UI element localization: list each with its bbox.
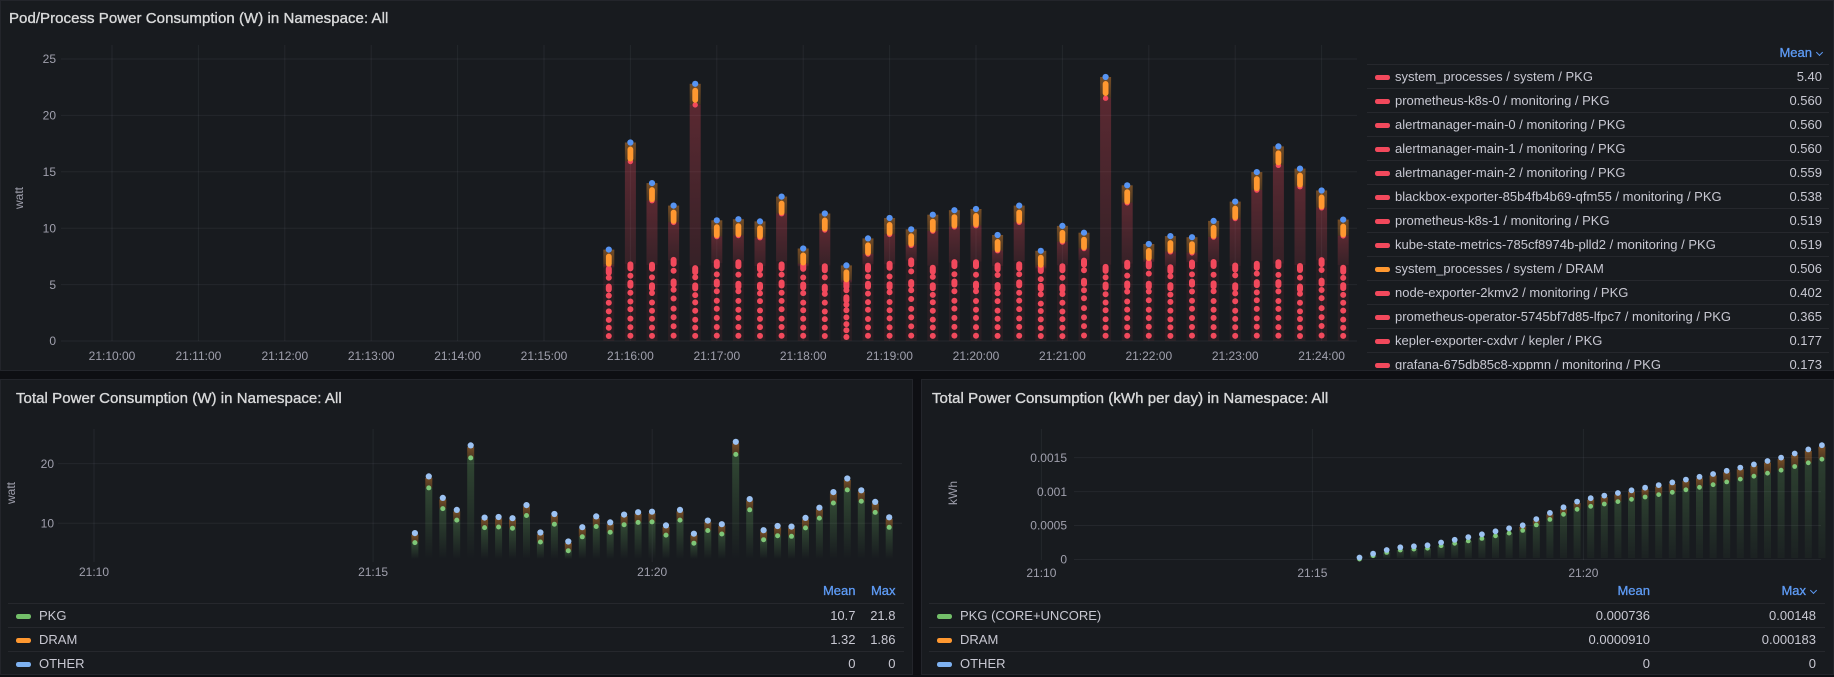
- svg-text:21:15: 21:15: [1297, 566, 1327, 580]
- svg-text:21:16:00: 21:16:00: [607, 349, 654, 363]
- svg-text:21:19:00: 21:19:00: [866, 349, 913, 363]
- svg-text:21:24:00: 21:24:00: [1298, 349, 1345, 363]
- svg-text:21:22:00: 21:22:00: [1125, 349, 1172, 363]
- svg-text:21:12:00: 21:12:00: [261, 349, 308, 363]
- svg-text:21:13:00: 21:13:00: [348, 349, 395, 363]
- svg-text:21:10:00: 21:10:00: [89, 349, 136, 363]
- svg-text:21:20: 21:20: [1568, 566, 1598, 580]
- svg-text:21:10: 21:10: [1026, 566, 1056, 580]
- svg-text:0: 0: [49, 334, 56, 348]
- svg-text:25: 25: [43, 52, 57, 66]
- svg-text:0: 0: [1060, 553, 1067, 567]
- svg-text:20: 20: [41, 457, 55, 471]
- svg-text:21:18:00: 21:18:00: [780, 349, 827, 363]
- svg-text:20: 20: [43, 109, 57, 123]
- svg-text:10: 10: [41, 517, 55, 531]
- svg-text:5: 5: [49, 278, 56, 292]
- svg-text:kWh: kWh: [946, 481, 960, 505]
- svg-text:21:10: 21:10: [79, 565, 109, 579]
- svg-text:21:15:00: 21:15:00: [521, 349, 568, 363]
- svg-text:watt: watt: [4, 481, 18, 505]
- svg-text:15: 15: [43, 165, 57, 179]
- svg-text:21:20: 21:20: [637, 565, 667, 579]
- svg-text:21:20:00: 21:20:00: [953, 349, 1000, 363]
- svg-text:21:15: 21:15: [358, 565, 388, 579]
- svg-text:21:23:00: 21:23:00: [1212, 349, 1259, 363]
- svg-text:10: 10: [43, 221, 57, 235]
- svg-text:21:11:00: 21:11:00: [175, 349, 221, 363]
- svg-text:watt: watt: [12, 186, 26, 210]
- svg-text:21:14:00: 21:14:00: [434, 349, 481, 363]
- svg-text:0.0005: 0.0005: [1030, 519, 1067, 533]
- svg-text:0.001: 0.001: [1037, 485, 1067, 499]
- svg-text:0.0015: 0.0015: [1030, 451, 1067, 465]
- svg-text:21:17:00: 21:17:00: [693, 349, 740, 363]
- svg-text:21:21:00: 21:21:00: [1039, 349, 1086, 363]
